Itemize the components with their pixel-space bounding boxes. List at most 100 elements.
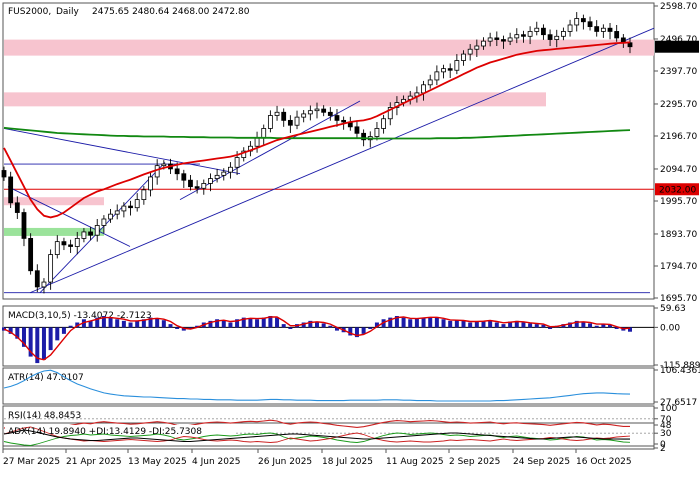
macd-hist-bar bbox=[608, 324, 613, 328]
candle-body bbox=[501, 39, 506, 42]
macd-signal-line bbox=[3, 316, 631, 361]
atr-layer: ATR(14) 47.0107 106.4361 27.6517 bbox=[3, 366, 700, 408]
macd-hist-bar bbox=[494, 322, 499, 328]
candle-body bbox=[261, 128, 267, 139]
header-symbol: FUS2000, bbox=[8, 7, 51, 17]
macd-hist-bar bbox=[135, 320, 140, 328]
macd-hist-bar bbox=[28, 327, 33, 357]
candle-body bbox=[154, 165, 160, 178]
macd-hist-bar bbox=[528, 323, 533, 328]
macd-hist-bar bbox=[115, 319, 120, 328]
macd-hist-bar bbox=[434, 317, 439, 328]
candle-body bbox=[61, 241, 67, 246]
macd-hist-bar bbox=[55, 327, 60, 341]
candle-body bbox=[534, 27, 540, 32]
candle-body bbox=[327, 111, 333, 116]
candle-body bbox=[68, 244, 73, 247]
macd-hist-bar bbox=[168, 324, 173, 328]
candle-body bbox=[267, 115, 273, 129]
macd-hist-bar bbox=[308, 320, 313, 328]
candle-body bbox=[128, 205, 133, 209]
candle-body bbox=[74, 238, 80, 247]
macd-hist-bar bbox=[374, 322, 379, 328]
candle-body bbox=[574, 18, 580, 26]
macd-hist-bar bbox=[101, 315, 106, 328]
candle-body bbox=[188, 179, 193, 188]
candle-body bbox=[541, 27, 546, 36]
macd-layer: MACD(3,10,5) -13.4072 -2.7123 59.63 0.00 -1… bbox=[2, 304, 700, 371]
trendline-down bbox=[3, 128, 241, 175]
adx-tick-label: 48 bbox=[660, 421, 672, 431]
price-tick-label: 1995.70 bbox=[660, 197, 697, 207]
candle-body bbox=[387, 107, 393, 120]
macd-hist-bar bbox=[235, 319, 240, 328]
macd-panel-frame bbox=[2, 305, 655, 367]
candle-body bbox=[507, 37, 513, 42]
macd-hist-bar bbox=[454, 320, 459, 328]
macd-hist-bar bbox=[348, 327, 353, 336]
macd-hist-bar bbox=[21, 327, 26, 347]
candle-body bbox=[1, 170, 7, 178]
candle-body bbox=[254, 137, 260, 147]
macd-hist-bar bbox=[474, 321, 479, 328]
macd-hist-bar bbox=[301, 322, 306, 328]
di-plus-line bbox=[3, 432, 631, 446]
macd-hist-bar bbox=[261, 317, 266, 328]
resistance-zone bbox=[4, 39, 654, 56]
candle-body bbox=[434, 71, 440, 81]
candle-body bbox=[148, 176, 153, 191]
candle-body bbox=[214, 174, 220, 179]
ma-slow-line bbox=[3, 126, 631, 140]
macd-hist-bar bbox=[588, 323, 593, 328]
macd-hist-bar bbox=[75, 322, 80, 328]
candle-body bbox=[41, 281, 47, 288]
macd-hist-bar bbox=[548, 327, 553, 329]
macd-hist-bar bbox=[275, 317, 280, 328]
last-price-tag bbox=[655, 40, 699, 53]
macd-hist-bar bbox=[581, 321, 586, 328]
macd-hist-bar bbox=[628, 327, 632, 332]
candle-body bbox=[281, 111, 287, 121]
candle-body bbox=[208, 178, 213, 184]
candle-body bbox=[161, 163, 167, 167]
adx-tick-label: 2 bbox=[660, 444, 666, 454]
header-ohlc: 2475.65 2480.64 2468.00 2472.80 bbox=[92, 7, 250, 17]
price-tick-label: 2196.70 bbox=[660, 132, 697, 142]
candle-body bbox=[108, 213, 113, 220]
x-tick-label: 21 Apr 2025 bbox=[66, 457, 122, 467]
candle-body bbox=[234, 157, 240, 168]
macd-hist-bar bbox=[315, 321, 319, 328]
macd-hist-bar bbox=[388, 317, 393, 328]
candle-body bbox=[274, 111, 280, 116]
rsi-line bbox=[3, 419, 630, 434]
price-tick-label: 2496.70 bbox=[660, 35, 697, 45]
macd-hist-bar bbox=[195, 325, 200, 328]
candle-body bbox=[94, 225, 100, 236]
candle-body bbox=[587, 21, 593, 27]
macd-hist-bar bbox=[521, 322, 526, 328]
macd-hist-bar bbox=[95, 317, 100, 328]
candle-body bbox=[580, 18, 586, 23]
macd-hist-bar bbox=[108, 317, 113, 328]
macd-hist-bar bbox=[534, 324, 539, 328]
macd-hist-bar bbox=[448, 320, 453, 328]
macd-hist-bar bbox=[541, 324, 546, 328]
atr-label: ATR(14) 47.0107 bbox=[8, 373, 84, 383]
candle-body bbox=[567, 24, 573, 32]
price-tick-label: 2295.70 bbox=[660, 100, 697, 110]
macd-hist-bar bbox=[361, 327, 366, 334]
atr-panel-frame bbox=[2, 367, 655, 405]
macd-hist-bar bbox=[155, 318, 160, 328]
ma-fast-line bbox=[3, 41, 631, 219]
candle-body bbox=[614, 31, 620, 39]
macd-hist-bar bbox=[401, 317, 406, 328]
candle-body bbox=[121, 205, 127, 212]
level-tag bbox=[655, 183, 699, 196]
rsi-tick-label: 30 bbox=[660, 429, 672, 439]
candle-body bbox=[134, 199, 140, 209]
candle-body bbox=[354, 126, 360, 134]
candle-body bbox=[487, 37, 493, 42]
candle-body bbox=[314, 108, 320, 112]
macd-hist-bar bbox=[228, 322, 233, 328]
